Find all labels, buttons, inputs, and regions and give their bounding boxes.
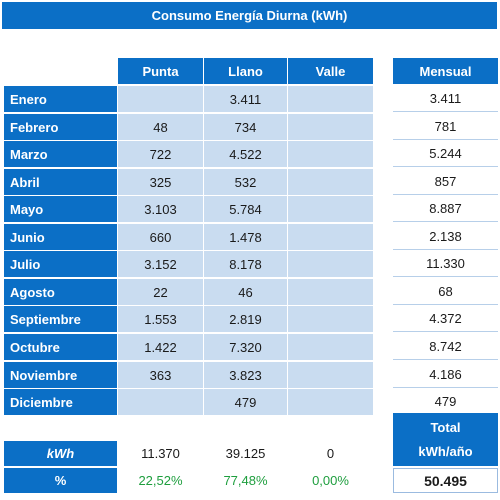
month-mensual-cell: 479 bbox=[393, 389, 498, 415]
month-label: Junio bbox=[4, 224, 117, 250]
month-valle-cell bbox=[288, 306, 373, 332]
header-valle: Valle bbox=[288, 58, 373, 84]
punta-kwh-total: 11.370 bbox=[118, 441, 203, 466]
month-mensual-cell: 8.742 bbox=[393, 334, 498, 360]
month-punta-cell: 1.553 bbox=[118, 306, 203, 332]
month-mensual-cell: 4.186 bbox=[393, 362, 498, 388]
month-mensual-cell: 857 bbox=[393, 169, 498, 195]
total-value: 50.495 bbox=[393, 468, 498, 493]
month-llano-cell: 2.819 bbox=[204, 306, 287, 332]
month-llano-cell: 8.178 bbox=[204, 251, 287, 277]
header-mensual: Mensual bbox=[393, 58, 498, 84]
month-label: Enero bbox=[4, 86, 117, 112]
month-llano-cell: 734 bbox=[204, 114, 287, 140]
table-title: Consumo Energía Diurna (kWh) bbox=[2, 2, 497, 29]
month-punta-cell: 3.152 bbox=[118, 251, 203, 277]
month-punta-cell: 22 bbox=[118, 279, 203, 305]
month-valle-cell bbox=[288, 362, 373, 388]
month-punta-cell bbox=[118, 389, 203, 415]
month-valle-cell bbox=[288, 141, 373, 167]
punta-pct: 22,52% bbox=[118, 468, 203, 493]
kwh-row-label: kWh bbox=[4, 441, 117, 466]
month-label: Agosto bbox=[4, 279, 117, 305]
month-llano-cell: 7.320 bbox=[204, 334, 287, 360]
month-label: Noviembre bbox=[4, 362, 117, 388]
valle-pct: 0,00% bbox=[288, 468, 373, 493]
month-mensual-cell: 11.330 bbox=[393, 251, 498, 277]
month-llano-cell: 3.411 bbox=[204, 86, 287, 112]
month-mensual-cell: 2.138 bbox=[393, 224, 498, 250]
month-label: Febrero bbox=[4, 114, 117, 140]
month-label: Diciembre bbox=[4, 389, 117, 415]
month-valle-cell bbox=[288, 334, 373, 360]
month-valle-cell bbox=[288, 389, 373, 415]
month-punta-cell: 48 bbox=[118, 114, 203, 140]
total-unit: kWh/año bbox=[418, 443, 473, 459]
month-punta-cell: 1.422 bbox=[118, 334, 203, 360]
month-mensual-cell: 4.372 bbox=[393, 306, 498, 332]
month-punta-cell: 660 bbox=[118, 224, 203, 250]
month-valle-cell bbox=[288, 224, 373, 250]
header-llano: Llano bbox=[204, 58, 287, 84]
month-valle-cell bbox=[288, 251, 373, 277]
header-punta: Punta bbox=[118, 58, 203, 84]
month-valle-cell bbox=[288, 196, 373, 222]
month-llano-cell: 46 bbox=[204, 279, 287, 305]
month-label: Julio bbox=[4, 251, 117, 277]
month-punta-cell: 3.103 bbox=[118, 196, 203, 222]
total-header: Total kWh/año bbox=[393, 413, 498, 466]
month-label: Septiembre bbox=[4, 306, 117, 332]
month-punta-cell bbox=[118, 86, 203, 112]
month-mensual-cell: 8.887 bbox=[393, 196, 498, 222]
month-llano-cell: 5.784 bbox=[204, 196, 287, 222]
total-label: Total bbox=[430, 419, 461, 435]
month-mensual-cell: 68 bbox=[393, 279, 498, 305]
month-punta-cell: 722 bbox=[118, 141, 203, 167]
month-llano-cell: 479 bbox=[204, 389, 287, 415]
month-valle-cell bbox=[288, 114, 373, 140]
llano-pct: 77,48% bbox=[204, 468, 287, 493]
llano-kwh-total: 39.125 bbox=[204, 441, 287, 466]
month-llano-cell: 1.478 bbox=[204, 224, 287, 250]
month-llano-cell: 3.823 bbox=[204, 362, 287, 388]
pct-row-label: % bbox=[4, 468, 117, 493]
month-llano-cell: 4.522 bbox=[204, 141, 287, 167]
month-valle-cell bbox=[288, 86, 373, 112]
month-punta-cell: 325 bbox=[118, 169, 203, 195]
month-llano-cell: 532 bbox=[204, 169, 287, 195]
month-valle-cell bbox=[288, 279, 373, 305]
valle-kwh-total: 0 bbox=[288, 441, 373, 466]
month-mensual-cell: 5.244 bbox=[393, 141, 498, 167]
month-label: Octubre bbox=[4, 334, 117, 360]
month-valle-cell bbox=[288, 169, 373, 195]
month-mensual-cell: 781 bbox=[393, 114, 498, 140]
month-mensual-cell: 3.411 bbox=[393, 86, 498, 112]
month-punta-cell: 363 bbox=[118, 362, 203, 388]
month-label: Marzo bbox=[4, 141, 117, 167]
month-label: Mayo bbox=[4, 196, 117, 222]
month-label: Abril bbox=[4, 169, 117, 195]
